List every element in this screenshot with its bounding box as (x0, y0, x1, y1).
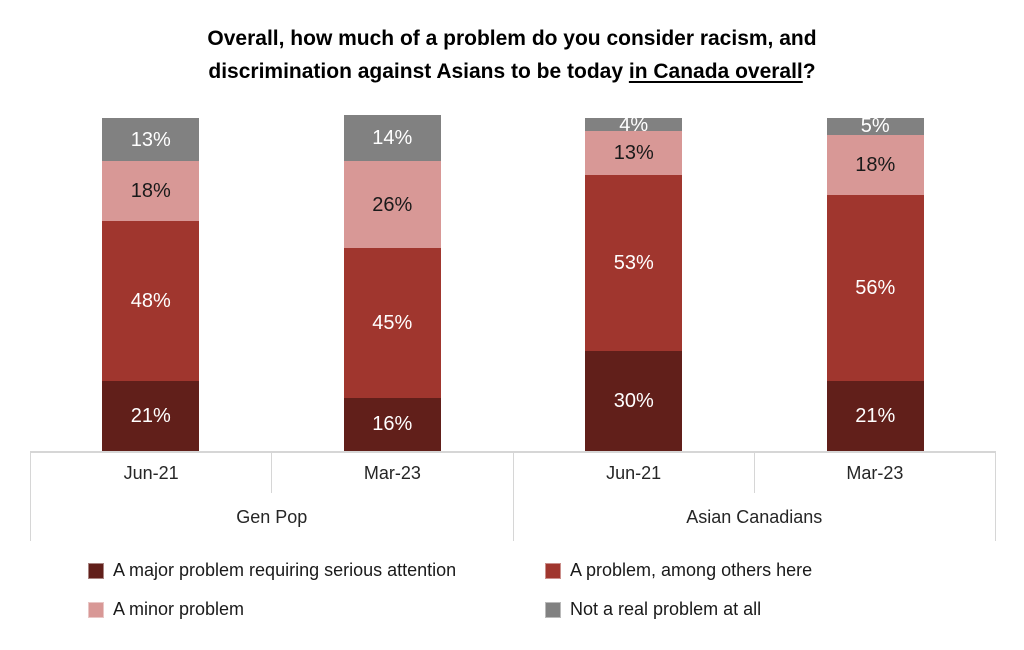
stacked-bar: 21% 48% 18% 13% (102, 118, 200, 451)
bar-segment-value-label: 30% (613, 390, 654, 413)
legend-swatch (88, 601, 104, 618)
axis-period-label: Jun-21 (31, 453, 273, 493)
chart-title-line2: discrimination against Asians to be toda… (208, 60, 816, 83)
bar-segment: 5% (826, 115, 924, 138)
bar-segment-value-label: 16% (372, 413, 413, 436)
bar-segment: 21% (826, 381, 924, 451)
stacked-bar: 30% 53% 13% 4% (585, 115, 683, 451)
axis-period-label: Jun-21 (514, 453, 755, 493)
legend: A major problem requiring serious attent… (88, 560, 812, 620)
bar-segment-value-label: 26% (372, 193, 413, 216)
bar-segment: 21% (102, 381, 200, 451)
bar-segment-value-label: 45% (372, 311, 413, 334)
bar-segment-value-label: 56% (855, 276, 896, 299)
chart-title: Overall, how much of a problem do you co… (0, 22, 1024, 88)
bar-segment-value-label: 18% (130, 180, 171, 203)
axis-period-label: Mar-23 (846, 462, 904, 483)
bar-segment-value-label: 53% (613, 251, 654, 274)
plot-area: 21% 48% 18% 13% 16% 45% 26% 14% 30% 53% 13% 4% 21% 56… (30, 0, 996, 451)
bar-segment-value-label: 18% (855, 153, 896, 176)
axis-period-label: Mar-23 (363, 462, 421, 483)
bar-segment: 45% (343, 247, 441, 398)
chart-title-line1: Overall, how much of a problem do you co… (207, 27, 817, 50)
bar-segment: 16% (343, 397, 441, 451)
bar-segment: 13% (585, 131, 683, 175)
legend-swatch (545, 601, 561, 618)
legend-item-label: Not a real problem at all (570, 599, 762, 619)
bar-segment: 48% (102, 221, 200, 382)
bar-segment-value-label: 48% (130, 290, 171, 313)
legend-swatch (88, 562, 104, 579)
bar-segment-value-label: 21% (855, 405, 896, 428)
bar-segment: 26% (343, 161, 441, 248)
legend-item: A problem, among others here (545, 560, 812, 581)
axis-group-label: Asian Canadians (686, 506, 823, 527)
legend-item: Not a real problem at all (545, 599, 812, 620)
bar-segment: 56% (826, 194, 924, 382)
legend-item: A minor problem (88, 599, 545, 620)
bar-column: 21% 48% 18% 13% (30, 0, 272, 451)
bar-segment-value-label: 14% (372, 127, 413, 149)
bar-segment: 4% (585, 115, 683, 135)
bar-segment: 13% (102, 118, 200, 162)
stacked-bar: 21% 56% 18% 5% (826, 115, 924, 451)
bar-column: 30% 53% 13% 4% (513, 0, 755, 451)
legend-item: A major problem requiring serious attent… (88, 560, 545, 581)
bar-segment: 18% (102, 161, 200, 222)
bar-segment-value-label: 5% (860, 115, 890, 138)
bar-segment: 18% (826, 134, 924, 195)
axis-group-asian-canadians: Jun-21 Mar-23 Asian Canadians (512, 453, 996, 541)
axis-group-gen-pop: Jun-21 Mar-23 Gen Pop (31, 453, 513, 541)
axis-group-label: Gen Pop (236, 506, 308, 527)
legend-item-label: A major problem requiring serious attent… (113, 560, 457, 580)
bar-segment-value-label: 13% (130, 128, 171, 151)
bar-column: 21% 56% 18% 5% (755, 0, 997, 451)
legend-item-label: A minor problem (113, 599, 245, 619)
legend-swatch (545, 562, 561, 579)
bar-segment: 53% (585, 174, 683, 352)
legend-item-label: A problem, among others here (570, 560, 813, 580)
bar-column: 16% 45% 26% 14% (272, 0, 514, 451)
bar-segment-value-label: 13% (613, 141, 654, 164)
category-axis: Jun-21 Mar-23 Gen Pop Jun-21 Mar-23 Asia… (30, 451, 996, 541)
bar-segment-value-label: 4% (619, 113, 649, 136)
bar-segment-value-label: 21% (130, 405, 171, 428)
stacked-bar: 16% 45% 26% 14% (343, 114, 441, 451)
chart-title-underlined-phrase: in Canada overall (628, 60, 803, 83)
bar-segment: 30% (585, 351, 683, 451)
bar-segment: 14% (343, 114, 441, 162)
